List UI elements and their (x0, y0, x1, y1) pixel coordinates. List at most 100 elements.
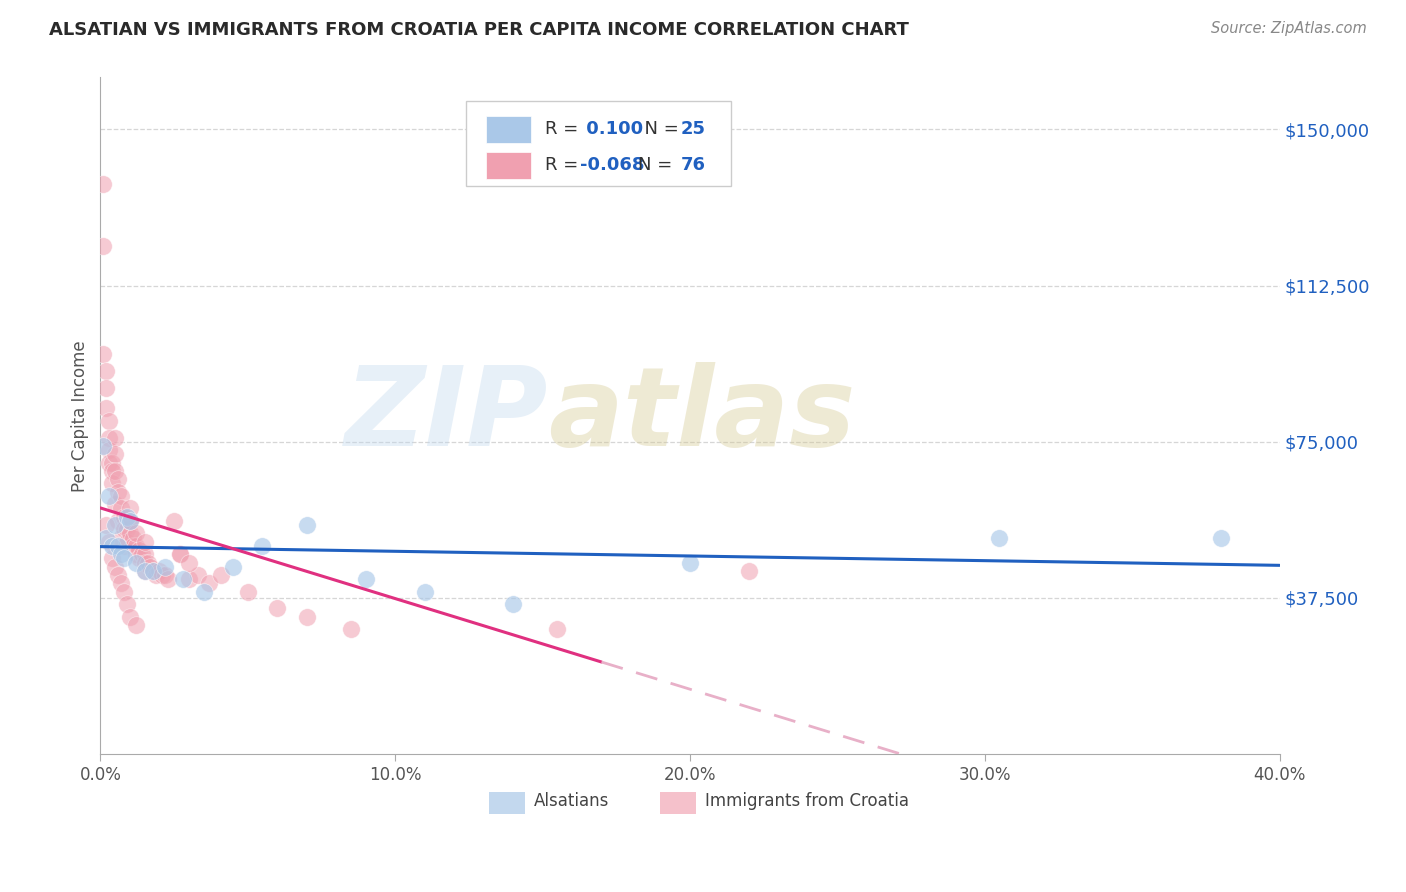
Point (115, 534, 138, 549)
Point (110, 547, 132, 561)
Point (177, 572, 200, 586)
Point (125, 618, 148, 632)
Point (169, 547, 191, 561)
Text: atlas: atlas (548, 362, 856, 469)
Point (169, 547, 191, 561)
Point (222, 559, 245, 574)
Bar (486, 116, 530, 143)
Point (142, 564, 165, 578)
Point (172, 572, 194, 586)
Point (104, 518, 127, 533)
Point (101, 539, 124, 553)
Bar (489, 792, 524, 814)
Point (107, 472, 129, 486)
Point (413, 584, 436, 599)
Point (236, 584, 259, 599)
Point (115, 597, 138, 611)
Point (502, 597, 524, 611)
Point (125, 539, 148, 553)
Text: -0.068: -0.068 (581, 156, 645, 174)
Text: N =: N = (633, 120, 685, 138)
Point (134, 547, 156, 561)
Point (112, 584, 135, 599)
Point (96, 364, 118, 378)
Point (125, 547, 148, 561)
Point (115, 509, 138, 524)
Point (98, 456, 121, 470)
Point (107, 539, 129, 553)
Point (98, 443, 121, 458)
Point (155, 559, 177, 574)
Text: ZIP: ZIP (344, 362, 548, 469)
Point (157, 572, 180, 586)
Point (148, 564, 170, 578)
Point (738, 564, 761, 578)
Point (115, 522, 138, 536)
Point (98, 534, 121, 549)
Point (340, 622, 363, 636)
Point (112, 509, 135, 524)
Point (91, 347, 114, 361)
Text: R =: R = (546, 120, 583, 138)
Point (96, 518, 118, 533)
Y-axis label: Per Capita Income: Per Capita Income (72, 340, 89, 491)
Point (177, 556, 200, 570)
Point (155, 568, 177, 582)
Point (96, 381, 118, 395)
Point (104, 431, 127, 445)
Text: Immigrants from Croatia: Immigrants from Croatia (706, 792, 910, 811)
Point (118, 514, 141, 528)
Point (101, 456, 124, 470)
Point (209, 568, 232, 582)
Point (110, 489, 132, 503)
Point (98, 414, 121, 428)
Point (150, 568, 173, 582)
Point (266, 601, 288, 615)
Point (198, 576, 221, 591)
Point (98, 431, 121, 445)
Point (91, 177, 114, 191)
Point (193, 584, 215, 599)
Point (295, 518, 318, 533)
Point (101, 476, 124, 491)
Point (118, 526, 141, 541)
Point (546, 622, 568, 636)
Point (125, 556, 148, 570)
Point (118, 514, 141, 528)
Text: 76: 76 (681, 156, 706, 174)
Point (128, 551, 150, 566)
Point (91, 439, 114, 453)
Point (107, 514, 129, 528)
Point (118, 514, 141, 528)
Point (988, 531, 1011, 545)
Point (104, 464, 127, 478)
Point (112, 539, 135, 553)
Point (354, 572, 377, 586)
Text: Source: ZipAtlas.com: Source: ZipAtlas.com (1211, 21, 1367, 36)
Point (142, 564, 165, 578)
Point (110, 576, 132, 591)
Point (128, 543, 150, 558)
Point (104, 497, 127, 511)
Point (107, 568, 129, 582)
Point (139, 559, 162, 574)
Point (1209, 531, 1232, 545)
Point (96, 531, 118, 545)
Point (125, 526, 148, 541)
Text: N =: N = (638, 156, 678, 174)
Point (101, 551, 124, 566)
Text: ALSATIAN VS IMMIGRANTS FROM CROATIA PER CAPITA INCOME CORRELATION CHART: ALSATIAN VS IMMIGRANTS FROM CROATIA PER … (49, 21, 910, 38)
Point (107, 484, 129, 499)
Point (110, 531, 132, 545)
Point (163, 514, 186, 528)
Point (131, 547, 153, 561)
Point (112, 551, 135, 566)
Bar (661, 792, 696, 814)
Point (91, 239, 114, 253)
Point (101, 464, 124, 478)
Point (679, 556, 702, 570)
Point (121, 531, 143, 545)
Point (112, 522, 135, 536)
Point (96, 401, 118, 416)
Point (295, 609, 318, 624)
